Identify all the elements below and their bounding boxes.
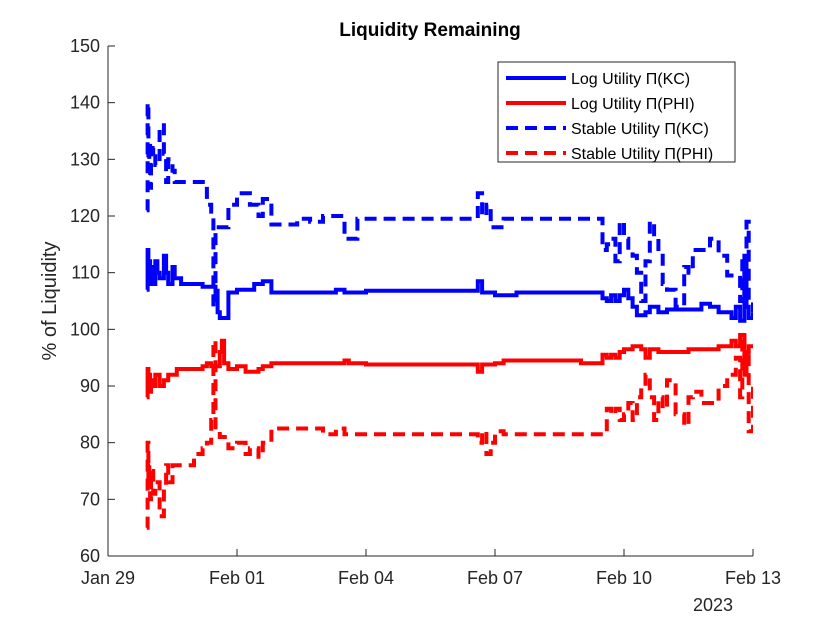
x-tick-label: Feb 01 [209,568,265,588]
y-tick-label: 120 [70,206,100,226]
y-tick-label: 150 [70,36,100,56]
x-tick-label: Feb 07 [467,568,523,588]
x-axis-year-label: 2023 [693,595,733,615]
y-tick-label: 110 [71,263,100,283]
y-axis-ticks: 60 70 80 90 100 110 120 130 140 150 [70,36,115,566]
y-tick-label: 60 [80,546,100,566]
legend-label: Stable Utility Π(PHI) [571,146,713,163]
y-axis-title: % of Liquidity [39,242,61,361]
x-axis-ticks: Jan 29 Feb 01 Feb 04 Feb 07 Feb 10 Feb 13 [81,549,781,588]
y-tick-label: 130 [70,149,100,169]
series-line-2 [145,333,753,400]
y-tick-label: 140 [70,93,100,113]
x-tick-label: Jan 29 [81,568,135,588]
y-tick-label: 100 [70,319,100,339]
y-tick-label: 70 [80,489,100,509]
chart-title: Liquidity Remaining [339,20,521,41]
series-line-4 [145,333,753,530]
legend: Log Utility Π(KC) Log Utility Π(PHI) Stabl… [497,61,736,163]
x-tick-label: Feb 10 [596,568,652,588]
x-tick-label: Feb 13 [725,568,781,588]
series-line-1 [145,248,753,323]
y-tick-label: 80 [80,433,100,453]
series-layer [145,100,753,530]
series-line-3 [145,100,753,313]
legend-label: Stable Utility Π(KC) [571,121,709,138]
legend-label: Log Utility Π(KC) [571,71,690,88]
legend-label: Log Utility Π(PHI) [571,96,695,113]
x-tick-label: Feb 04 [338,568,394,588]
y-tick-label: 90 [80,376,100,396]
